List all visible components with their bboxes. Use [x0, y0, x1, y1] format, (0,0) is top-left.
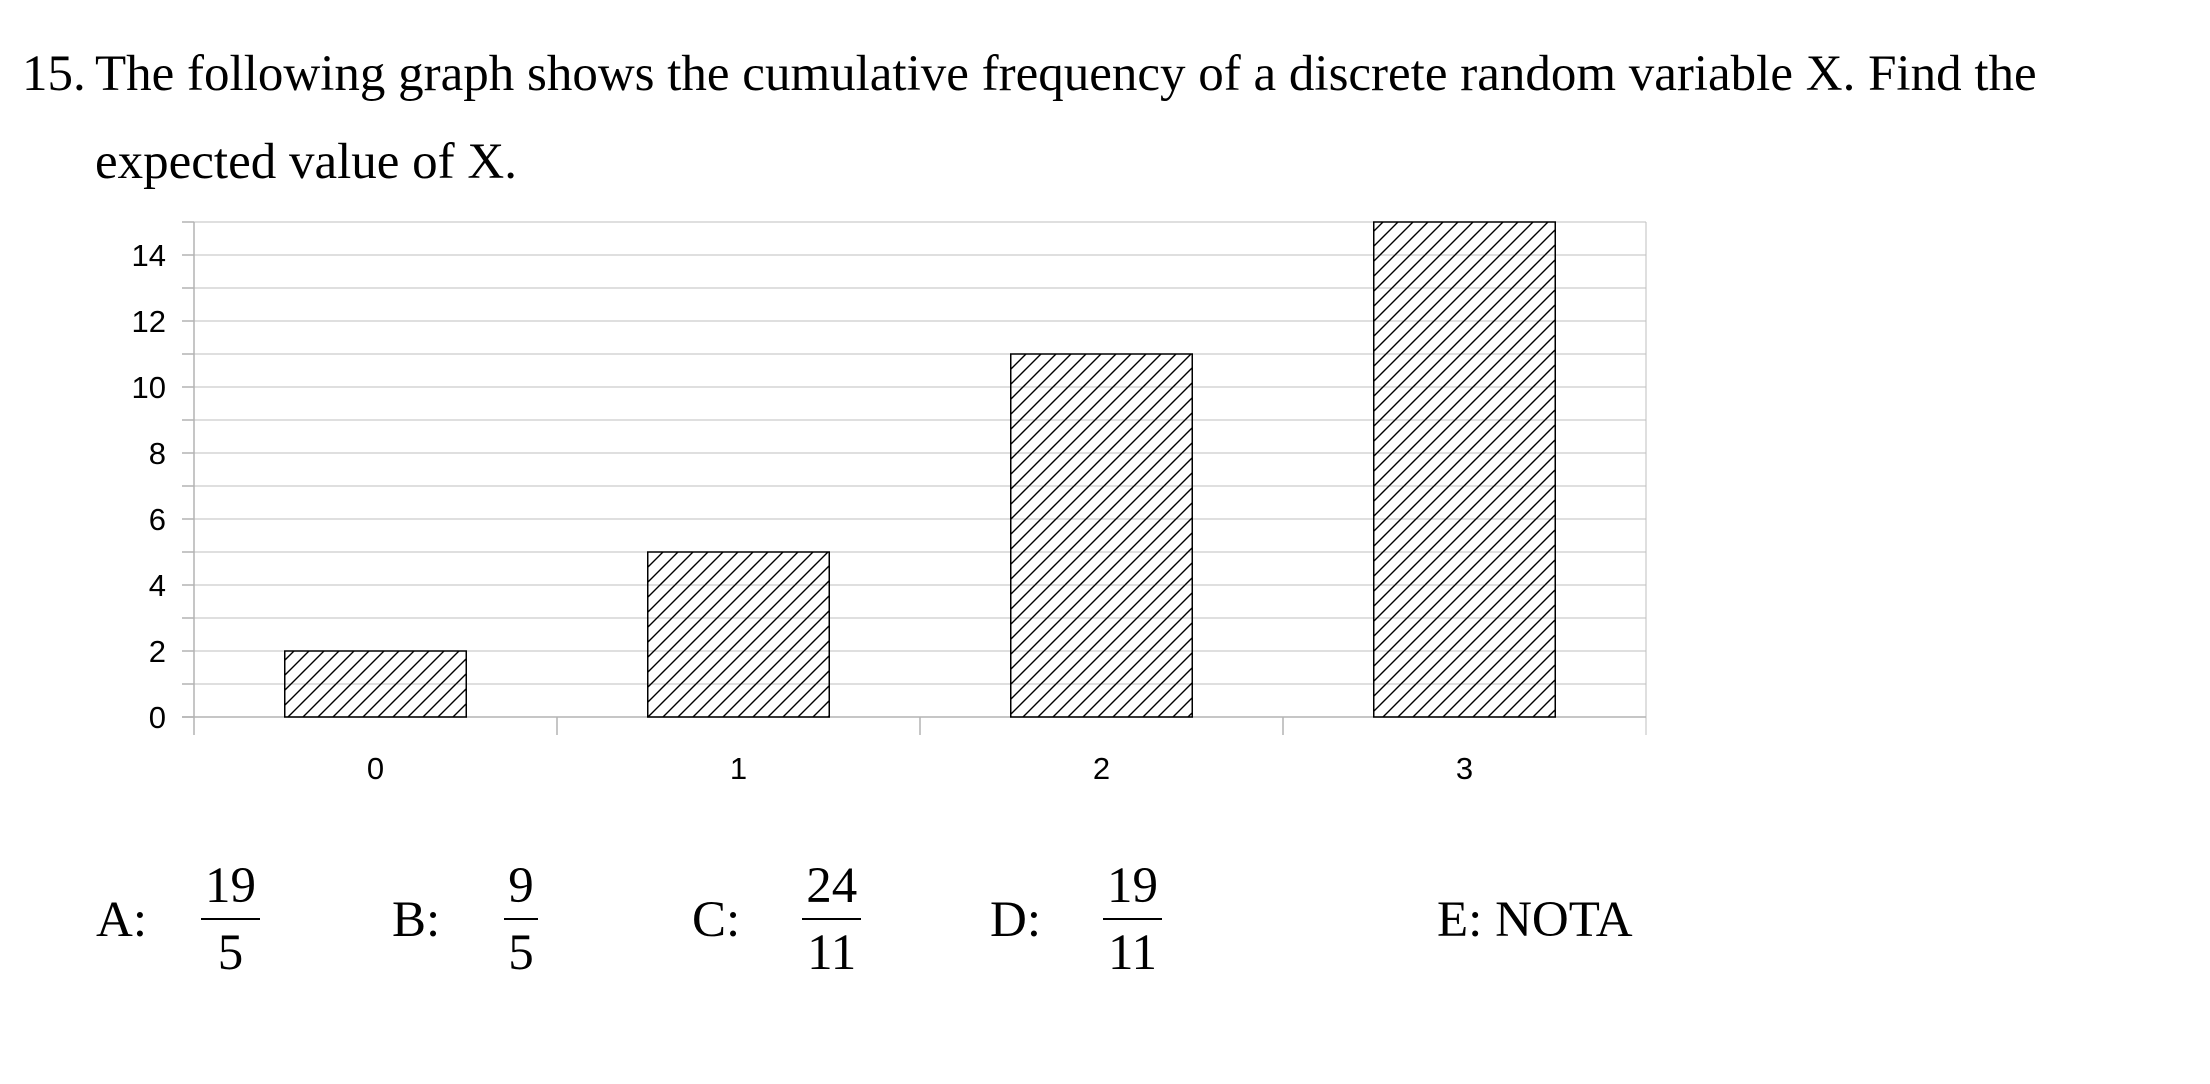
question-number: 15. [22, 46, 86, 102]
fraction-bar [201, 918, 260, 920]
choice-b-fraction: 9 5 [504, 861, 538, 979]
bar-3 [1373, 221, 1556, 718]
choice-d-denominator: 11 [1107, 925, 1158, 981]
bar-2 [1010, 353, 1193, 718]
question-stem: The following graph shows the cumulative… [95, 46, 2037, 102]
y-tick-label: 6 [149, 502, 166, 537]
y-tick-label: 14 [132, 238, 166, 273]
y-tick-label: 4 [149, 568, 166, 603]
choice-c-letter: C: [692, 892, 741, 948]
choice-a[interactable]: A: 19 5 [96, 850, 260, 990]
fraction-bar [802, 918, 862, 920]
y-axis-tick-labels: 0 2 4 6 8 10 12 14 [132, 238, 166, 735]
choice-a-letter: A: [96, 892, 147, 948]
y-tick-label: 12 [132, 304, 166, 339]
x-category-label: 2 [1093, 751, 1110, 786]
choice-a-numerator: 19 [205, 858, 256, 914]
x-category-label: 3 [1456, 751, 1473, 786]
x-category-label: 0 [367, 751, 384, 786]
choice-b-letter: B: [392, 892, 441, 948]
y-tick-label: 10 [132, 370, 166, 405]
choice-d-letter: D: [990, 892, 1041, 948]
bar-1 [647, 551, 830, 718]
choice-a-fraction: 19 5 [201, 861, 260, 979]
x-category-label: 1 [730, 751, 747, 786]
y-tick-label: 0 [149, 700, 166, 735]
choice-d[interactable]: D: 19 11 [990, 850, 1162, 990]
choice-c-denominator: 11 [807, 925, 857, 981]
choice-b[interactable]: B: 9 5 [392, 850, 538, 990]
choice-c[interactable]: C: 24 11 [692, 850, 862, 990]
choice-b-numerator: 9 [508, 858, 534, 914]
choice-e-label: E: NOTA [1437, 892, 1633, 948]
y-tick-label: 2 [149, 634, 166, 669]
fraction-bar [1103, 918, 1162, 920]
choice-d-numerator: 19 [1107, 858, 1158, 914]
chart-bars [284, 221, 1556, 718]
question-text: 15. The following graph shows the cumula… [22, 30, 2162, 206]
fraction-bar [504, 918, 538, 920]
choice-c-fraction: 24 11 [802, 858, 862, 981]
bar-0 [284, 650, 467, 718]
choice-e[interactable]: E: NOTA [1437, 850, 1633, 990]
question-line-1: 15. The following graph shows the cumula… [22, 30, 2162, 118]
x-axis-category-labels: 0 1 2 3 [367, 751, 1473, 786]
choice-c-numerator: 24 [806, 858, 858, 914]
choice-d-fraction: 19 11 [1103, 861, 1162, 979]
question-stem-continued: expected value of X. [95, 134, 517, 190]
choice-b-denominator: 5 [508, 925, 534, 981]
y-tick-label: 8 [149, 436, 166, 471]
answer-choices: A: 19 5 B: 9 5 C: 24 11 D: 19 11 E: NOTA [0, 850, 1700, 990]
choice-a-denominator: 5 [217, 925, 244, 981]
